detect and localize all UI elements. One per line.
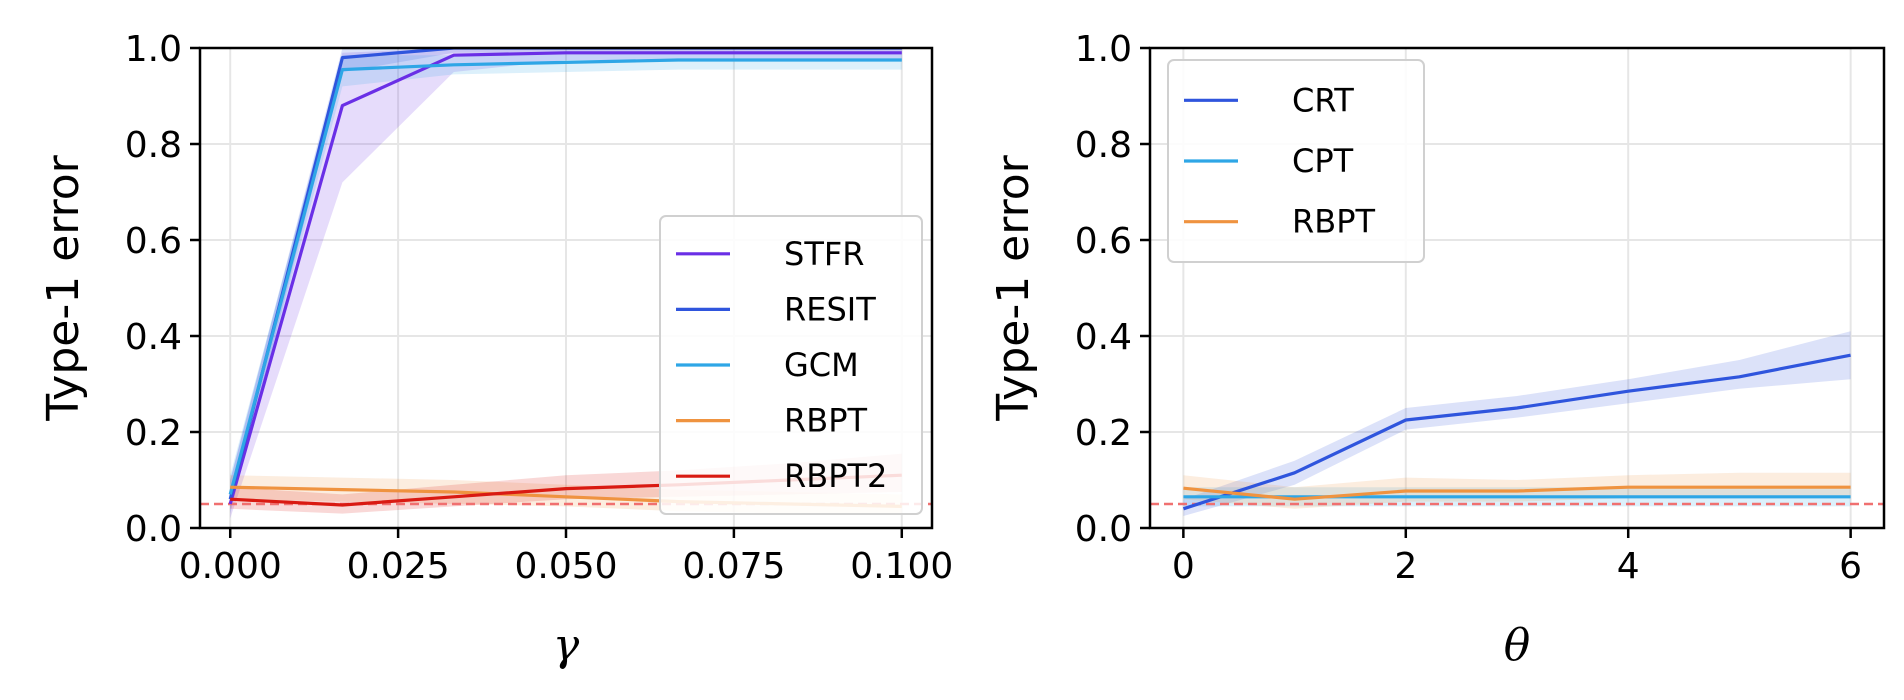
axes-frame xyxy=(1148,46,1886,530)
x-tick-label: 0 xyxy=(1172,546,1195,587)
y-tick-label: 0.8 xyxy=(1075,125,1132,166)
series-line-resit xyxy=(228,48,902,500)
x-tick-label: 0.025 xyxy=(347,546,450,587)
x-tick-label: 0.050 xyxy=(514,546,617,587)
x-tick-label: 0.075 xyxy=(682,546,785,587)
x-tick-label: 2 xyxy=(1394,546,1417,587)
legend-label-cpt: CPT xyxy=(1292,142,1354,180)
y-tick-label: 0.6 xyxy=(1075,221,1132,262)
y-tick-label: 1.0 xyxy=(125,29,182,70)
y-tick-label: 0.6 xyxy=(125,221,182,262)
legend: CRT CPT RBPT xyxy=(1167,59,1425,263)
x-axis-label: θ xyxy=(1504,620,1531,671)
y-tick-label: 0.4 xyxy=(1075,317,1132,358)
right-chart-panel: 0 2 4 6 0.0 0.2 0.4 0.6 0.8 1.0 θ Type-1 error CRT CP… xyxy=(988,29,1886,671)
x-axis-label: γ xyxy=(553,620,580,671)
series-line-rbpt xyxy=(1183,485,1851,501)
y-tick-label: 0.8 xyxy=(125,125,182,166)
y-tick-label: 1.0 xyxy=(1075,29,1132,70)
series-line-stfr xyxy=(228,51,902,505)
legend-label-stfr: STFR xyxy=(784,235,865,273)
legend-label-rbpt2: RBPT2 xyxy=(784,457,887,495)
legend-label-resit: RESIT xyxy=(784,290,876,328)
legend-label-rbpt: RBPT xyxy=(784,402,867,440)
legend-label-crt: CRT xyxy=(1292,81,1354,119)
x-tick-label: 4 xyxy=(1617,546,1640,587)
y-axis-label: Type-1 error xyxy=(988,154,1039,421)
series-line-crt xyxy=(1182,353,1851,511)
left-chart-panel: 0.000 0.025 0.050 0.075 0.100 0.0 0.2 0.4 0.6 0.8… xyxy=(38,29,953,671)
x-tick-label: 0.000 xyxy=(179,546,282,587)
y-axis-label: Type-1 error xyxy=(38,154,89,421)
legend-box xyxy=(1167,59,1425,263)
x-tick-label: 6 xyxy=(1839,546,1862,587)
y-tick-label: 0.0 xyxy=(125,509,182,550)
band-crt xyxy=(1183,331,1851,516)
y-tick-label: 0.4 xyxy=(125,317,182,358)
y-tick-label: 0.2 xyxy=(1075,413,1132,454)
y-tick-label: 0.2 xyxy=(125,413,182,454)
series-line-gcm xyxy=(228,58,902,495)
legend-label-rbpt: RBPT xyxy=(1292,203,1375,241)
x-tick-label: 0.100 xyxy=(850,546,953,587)
legend-box xyxy=(659,215,923,515)
legend-label-gcm: GCM xyxy=(784,346,859,384)
plot-area xyxy=(1150,331,1884,516)
legend: STFR RESIT GCM RBPT RBPT2 xyxy=(659,215,923,515)
y-tick-label: 0.0 xyxy=(1075,509,1132,550)
